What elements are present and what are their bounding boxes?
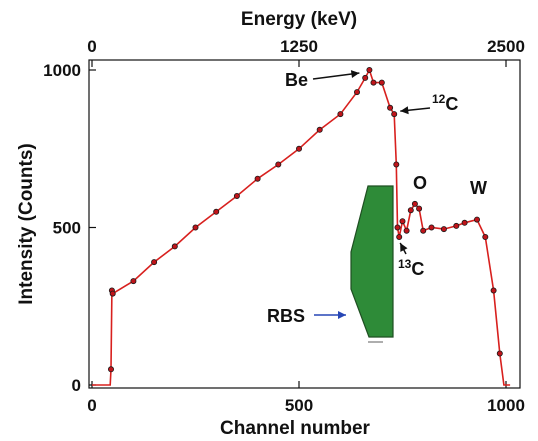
label-c13-text: C — [411, 259, 424, 279]
arrow-c13-head — [400, 242, 408, 252]
data-point — [213, 208, 220, 215]
data-point — [403, 227, 410, 234]
top-axis-title: Energy (keV) — [241, 9, 357, 30]
data-point — [416, 205, 423, 212]
data-point — [453, 222, 460, 229]
data-point — [393, 161, 400, 168]
data-point — [440, 226, 447, 233]
data-point — [370, 79, 377, 86]
plot-frame — [88, 59, 521, 389]
data-point — [362, 74, 369, 81]
data-point — [337, 111, 344, 118]
data-point — [108, 366, 115, 373]
y-tick-label: 1000 — [43, 61, 81, 80]
data-point — [461, 219, 468, 226]
x2-tick-label: 1250 — [280, 37, 318, 56]
label-c12: 12C — [432, 92, 458, 114]
bottom-axis-title: Channel number — [220, 418, 371, 439]
label-c13: 13C — [398, 257, 424, 279]
data-point — [391, 111, 398, 118]
data-layer — [92, 67, 511, 386]
x-tick-label: 0 — [87, 396, 96, 415]
axis-ticks: 0 500 1000 0 1250 2500 0 500 1000 — [43, 37, 525, 415]
data-point — [396, 233, 403, 240]
arrow-c12-head — [400, 106, 409, 115]
data-point — [353, 89, 360, 96]
left-axis-title: Intensity (Counts) — [16, 143, 37, 305]
spectrum-line — [92, 67, 511, 386]
data-point — [316, 126, 323, 133]
data-point — [496, 350, 503, 357]
data-point — [407, 207, 414, 214]
rbs-inset — [350, 185, 394, 343]
data-point — [473, 216, 480, 223]
data-point — [490, 287, 497, 294]
data-point — [366, 67, 373, 74]
x-tick-label: 1000 — [487, 396, 525, 415]
data-point — [192, 224, 199, 231]
data-point — [254, 175, 261, 182]
rbs-shape — [350, 185, 394, 338]
data-point — [420, 227, 427, 234]
label-c12-text: C — [445, 94, 458, 114]
data-point — [387, 104, 394, 111]
data-point — [428, 224, 435, 231]
data-point — [151, 259, 158, 266]
label-c12-sup: 12 — [432, 92, 446, 106]
label-rbs: RBS — [267, 306, 305, 326]
data-point — [394, 224, 401, 231]
x-tick-label: 500 — [285, 396, 313, 415]
data-point — [399, 218, 406, 225]
arrow-rbs-head — [338, 311, 346, 319]
label-be: Be — [285, 70, 308, 90]
x2-tick-label: 2500 — [487, 37, 525, 56]
data-point — [482, 233, 489, 240]
arrow-be-head — [350, 70, 360, 78]
data-point — [233, 192, 240, 199]
x2-tick-label: 0 — [87, 37, 96, 56]
y-tick-label: 0 — [72, 376, 81, 395]
label-w: W — [470, 178, 487, 198]
label-o: O — [413, 173, 427, 193]
label-c13-sup: 13 — [398, 257, 412, 271]
data-point — [275, 161, 282, 168]
data-point — [378, 79, 385, 86]
data-point — [295, 145, 302, 152]
data-point — [411, 200, 418, 207]
data-point — [130, 278, 137, 285]
data-point — [171, 243, 178, 250]
y-tick-label: 500 — [53, 219, 81, 238]
data-point — [109, 290, 116, 297]
